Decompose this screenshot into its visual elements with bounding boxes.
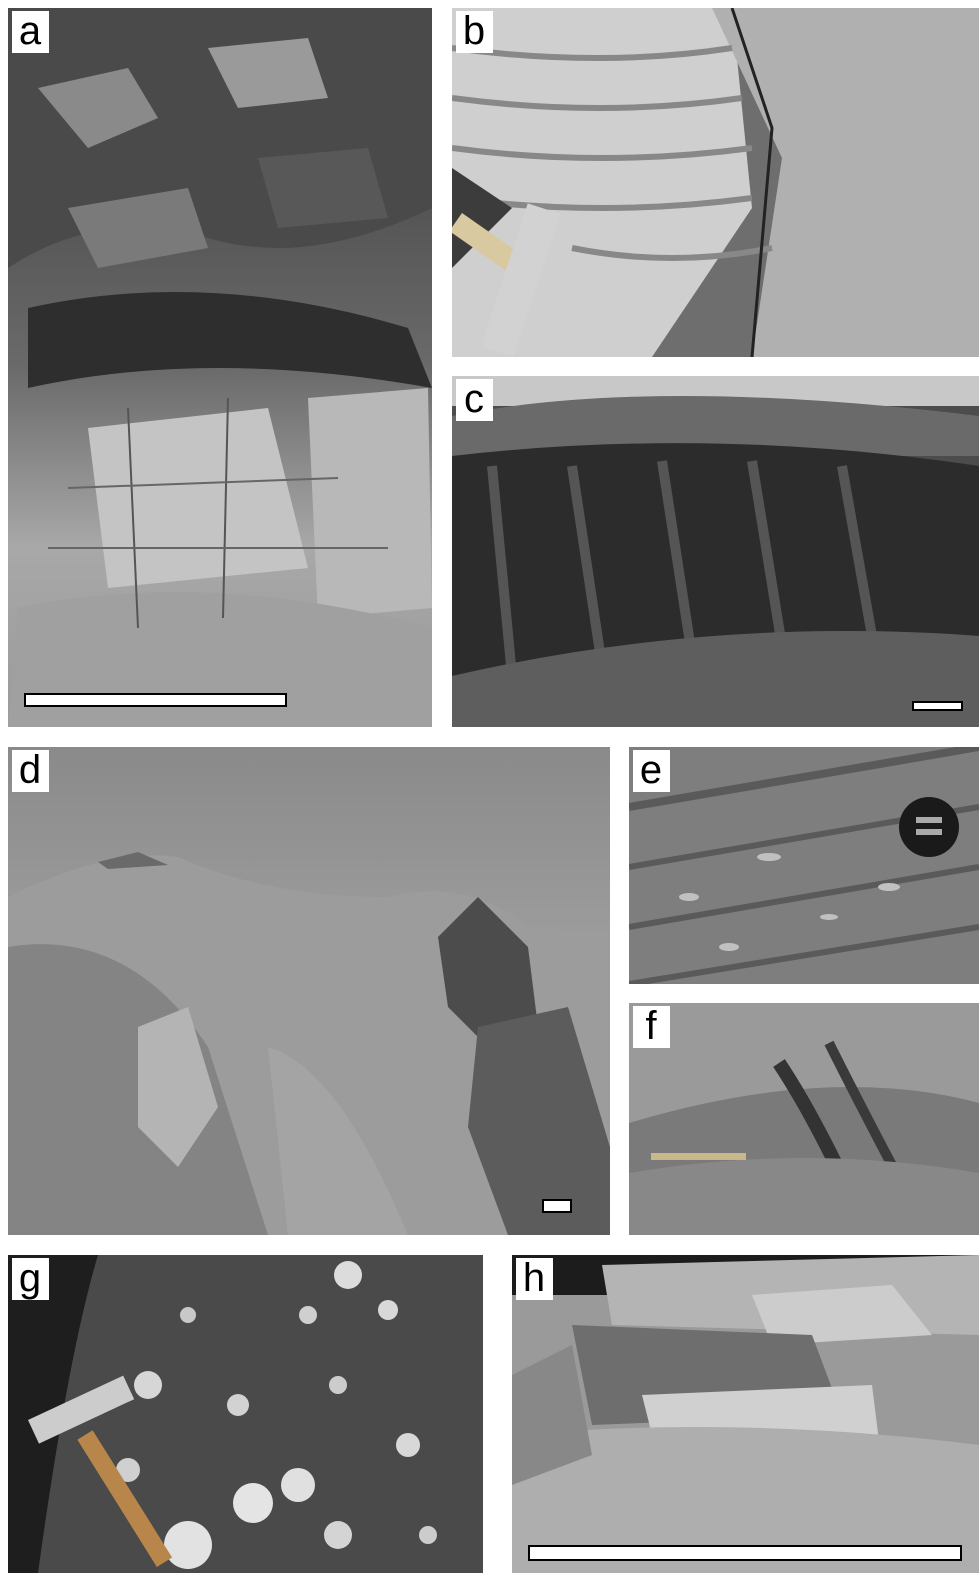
photo-panel-h: h [512, 1255, 979, 1573]
scale-bar-h [528, 1545, 962, 1561]
panel-label-c: c [456, 379, 493, 421]
panel-label-e: e [633, 750, 670, 792]
panel-g-photo [8, 1255, 483, 1573]
panel-label-b: b [456, 11, 493, 53]
panel-label-d: d [12, 750, 49, 792]
panel-c-photo [452, 376, 979, 727]
panel-a-photo [8, 8, 432, 727]
photo-panel-g: g [8, 1255, 483, 1573]
panel-f-photo [629, 1003, 979, 1235]
photo-panel-c: c [452, 376, 979, 727]
scale-bar-c [912, 701, 963, 711]
panel-label-a: a [12, 11, 49, 53]
photo-panel-d: d [8, 747, 610, 1235]
panel-label-g: g [12, 1258, 49, 1300]
scale-bar-a [24, 693, 287, 707]
photo-panel-e: e [629, 747, 979, 984]
photo-panel-a: a [8, 8, 432, 727]
panel-label-h: h [516, 1258, 553, 1300]
panel-label-f: f [633, 1006, 670, 1048]
photo-panel-b: b [452, 8, 979, 357]
panel-e-photo [629, 747, 979, 984]
photo-panel-f: f [629, 1003, 979, 1235]
scale-bar-d [542, 1199, 572, 1213]
panel-d-photo [8, 747, 610, 1235]
panel-b-photo [452, 8, 979, 357]
panel-h-photo [512, 1255, 979, 1573]
